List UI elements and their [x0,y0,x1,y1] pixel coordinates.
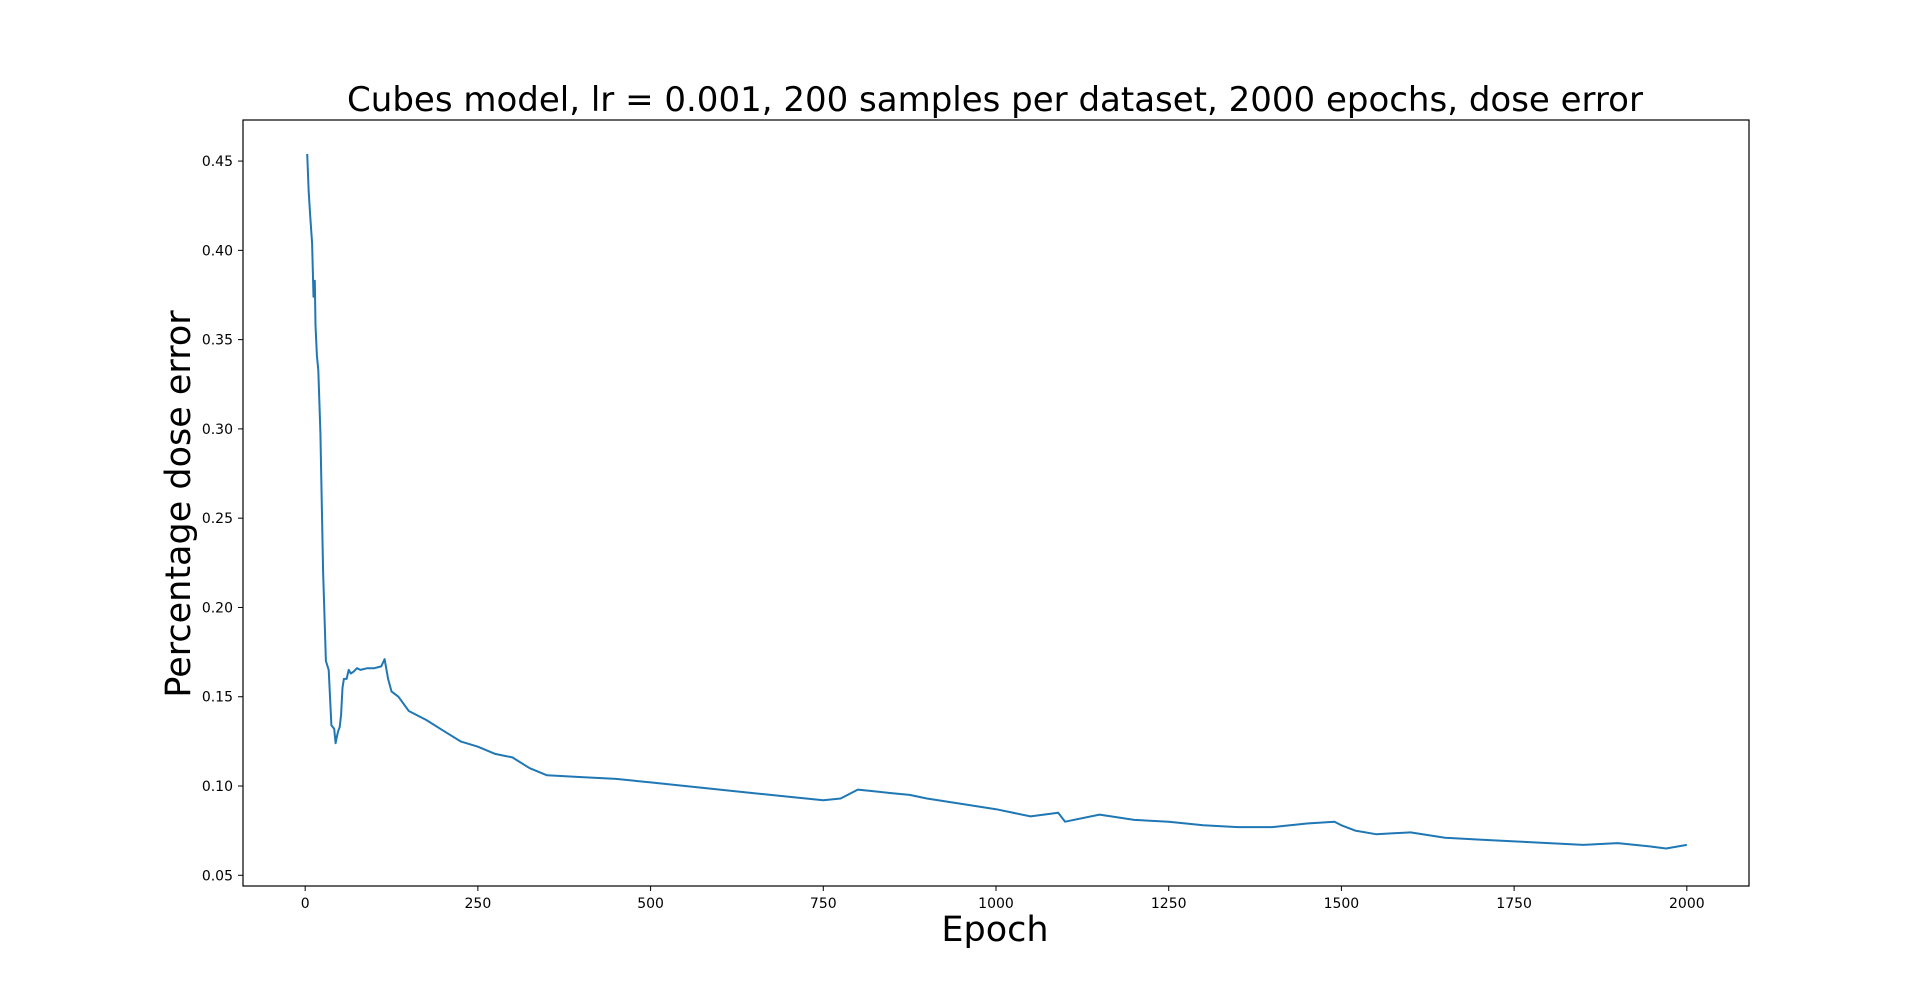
series-line-0 [306,153,1687,850]
y-tick-label: 0.45 [202,154,233,170]
y-axis-label: Percentage dose error [159,310,199,698]
y-tick-label: 0.15 [202,690,233,706]
x-tick-label: 2000 [1669,896,1705,912]
plot-area [242,119,1750,887]
y-axis: 0.05 0.10 0.15 0.20 0.25 0.30 0.35 0.40 0.45 [202,154,243,884]
x-tick-label: 750 [810,896,837,912]
y-tick-label: 0.40 [202,243,233,259]
x-tick-label: 0 [301,896,310,912]
x-tick-label: 500 [637,896,664,912]
x-axis-label: Epoch [941,910,1048,950]
x-tick-label: 1000 [978,896,1014,912]
y-tick-label: 0.30 [202,422,233,438]
x-tick-label: 1500 [1324,896,1360,912]
chart-title: Cubes model, lr = 0.001, 200 samples per… [347,80,1643,120]
x-axis: 0 250 500 750 1000 1250 1500 1750 2000 [301,886,1705,912]
y-tick-label: 0.20 [202,600,233,616]
y-tick-label: 0.05 [202,868,233,884]
y-tick-label: 0.10 [202,779,233,795]
x-tick-label: 250 [465,896,492,912]
plot-frame [242,119,1750,887]
x-tick-label: 1750 [1496,896,1532,912]
y-tick-label: 0.25 [202,511,233,527]
y-tick-label: 0.35 [202,333,233,349]
x-tick-label: 1250 [1151,896,1187,912]
